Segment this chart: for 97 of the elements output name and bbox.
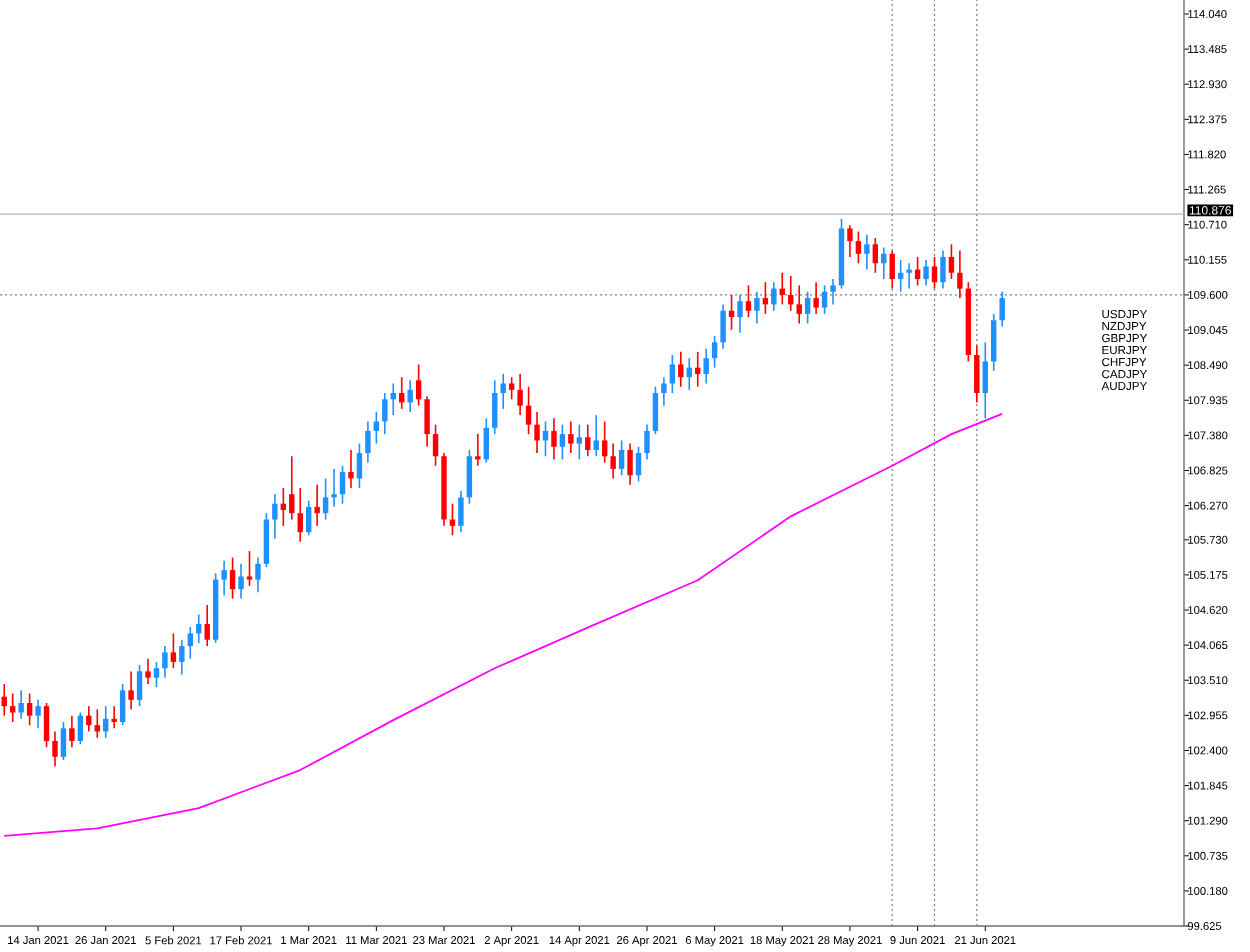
candlestick — [356, 442, 363, 489]
candlestick — [821, 284, 828, 315]
candlestick — [906, 262, 912, 290]
candlestick — [813, 281, 819, 315]
candlestick — [948, 243, 955, 280]
candlestick — [940, 249, 946, 290]
candlestick — [610, 442, 616, 480]
candlestick — [999, 290, 1005, 328]
candlestick — [60, 721, 67, 761]
candlestick — [348, 449, 354, 489]
candlestick — [534, 411, 540, 454]
candlestick — [272, 493, 278, 540]
candlestick — [771, 281, 777, 312]
candlestick — [26, 692, 33, 726]
candlestick — [652, 385, 659, 435]
candlestick — [508, 376, 515, 401]
candlestick — [255, 556, 261, 594]
candlestick — [221, 559, 227, 597]
candlestick — [754, 290, 760, 325]
candlestick — [551, 417, 557, 461]
candlestick — [246, 550, 253, 587]
candlestick — [745, 284, 752, 318]
candlestick — [804, 290, 811, 325]
candlestick — [229, 556, 236, 600]
candlestick — [872, 237, 879, 274]
candlestick — [847, 224, 853, 258]
candlestick — [52, 730, 58, 768]
candlestick — [322, 477, 329, 521]
candlestick — [585, 423, 591, 458]
candlestick — [974, 344, 980, 404]
candlestick — [365, 420, 371, 464]
candlestick — [111, 705, 117, 730]
candlestick — [593, 414, 599, 458]
candlestick — [931, 256, 938, 290]
candlestick — [830, 278, 836, 306]
candlestick — [711, 335, 718, 369]
candlestick — [703, 347, 709, 385]
candlestick — [923, 259, 929, 287]
candlestick — [289, 455, 295, 521]
candlestick — [136, 664, 143, 707]
candlestick — [644, 423, 650, 461]
candlestick — [568, 420, 574, 454]
candlestick — [187, 626, 193, 660]
candlestick — [86, 705, 92, 733]
candlestick — [483, 417, 489, 464]
candlestick — [10, 692, 16, 723]
candlestick — [179, 638, 185, 676]
candlestick — [424, 395, 430, 448]
candlestick — [331, 468, 337, 508]
candlestick — [415, 363, 422, 407]
candlestick — [618, 439, 625, 477]
candlestick — [314, 483, 320, 527]
candlestick — [576, 423, 583, 461]
candlestick — [559, 423, 566, 461]
candlestick — [145, 657, 151, 685]
candlestick — [517, 373, 523, 416]
candlestick — [889, 249, 895, 290]
candlestick — [957, 249, 963, 299]
candlestick — [635, 445, 642, 483]
candlestick — [297, 487, 303, 543]
candlestick — [466, 449, 473, 505]
candlestick — [204, 604, 210, 647]
candlestick — [432, 423, 439, 467]
line-series — [3, 412, 1004, 837]
candlestick — [373, 411, 380, 445]
candlestick — [305, 499, 312, 537]
candlestick — [982, 341, 988, 420]
candlestick — [627, 442, 633, 486]
candlestick — [864, 234, 870, 271]
candlestick — [492, 379, 498, 435]
candlestick — [737, 294, 743, 334]
candlestick — [18, 689, 24, 720]
candlestick — [119, 683, 126, 726]
candlestick — [407, 379, 413, 413]
candlestick — [601, 420, 608, 464]
candlestick — [382, 392, 388, 435]
candlestick — [128, 670, 134, 711]
candlestick — [170, 632, 177, 670]
candlestick — [720, 303, 726, 350]
candlestick — [69, 714, 75, 749]
candlestick — [475, 433, 481, 467]
candlestick — [77, 711, 84, 745]
candlestick — [661, 376, 667, 407]
candlestick — [43, 702, 50, 749]
candlestick — [525, 385, 532, 435]
candlestick — [35, 699, 41, 730]
candlestick — [238, 563, 244, 600]
candlestick — [796, 284, 802, 325]
candlestick — [991, 313, 997, 372]
candlestick — [500, 373, 506, 410]
candlestick — [678, 351, 684, 388]
candlestick — [153, 661, 160, 688]
candlestick — [458, 490, 464, 533]
candlestick — [339, 464, 346, 505]
candlestick — [855, 230, 862, 265]
candlestick — [162, 645, 168, 679]
candlestick — [263, 512, 270, 568]
